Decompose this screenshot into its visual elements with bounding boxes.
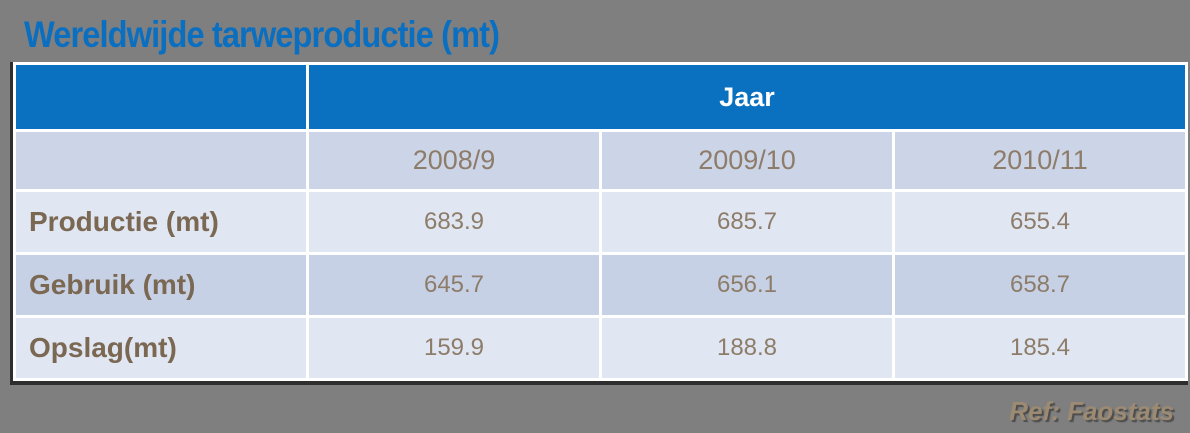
page-title: Wereldwijde tarweproductie (mt): [24, 14, 500, 55]
table-cell-opslag-2009-10: 188.8: [602, 318, 892, 378]
table-header-jaar: Jaar: [309, 65, 1185, 129]
table-cell-opslag-2008-9: 159.9: [309, 318, 599, 378]
table-cell-productie-2009-10: 685.7: [602, 192, 892, 252]
column-header-2008-9: 2008/9: [309, 132, 599, 189]
row-label-opslag: Opslag(mt): [16, 318, 306, 378]
table-cell-productie-2008-9: 683.9: [309, 192, 599, 252]
column-header-2010-11: 2010/11: [895, 132, 1185, 189]
reference-note: Ref: Faostats: [1009, 396, 1174, 426]
table-cell-productie-2010-11: 655.4: [895, 192, 1185, 252]
table-cell-gebruik-2008-9: 645.7: [309, 255, 599, 315]
row-label-gebruik: Gebruik (mt): [16, 255, 306, 315]
table-cell-opslag-2010-11: 185.4: [895, 318, 1185, 378]
year-row-corner-cell: [16, 132, 306, 189]
table-corner-cell: [16, 65, 306, 129]
table-grid: Jaar 2008/9 2009/10 2010/11 Productie (m…: [16, 65, 1185, 378]
row-label-productie: Productie (mt): [16, 192, 306, 252]
table-cell-gebruik-2009-10: 656.1: [602, 255, 892, 315]
wheat-production-table: Jaar 2008/9 2009/10 2010/11 Productie (m…: [10, 62, 1188, 385]
table-cell-gebruik-2010-11: 658.7: [895, 255, 1185, 315]
column-header-2009-10: 2009/10: [602, 132, 892, 189]
